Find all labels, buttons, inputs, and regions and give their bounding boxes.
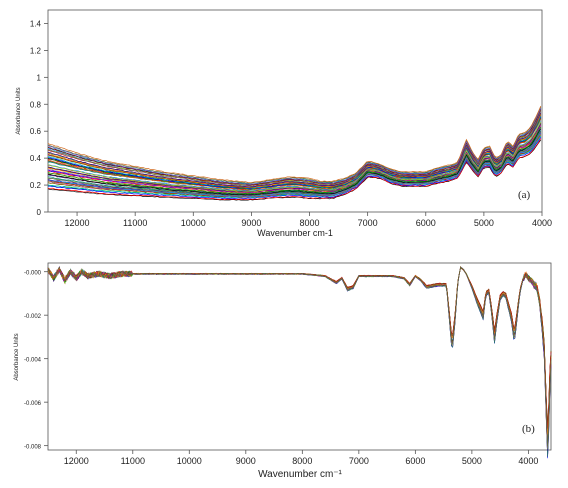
spectrum-line-a-50 (47, 112, 542, 188)
x-axis-label-b: Wavenumber cm⁻¹ (258, 469, 342, 480)
spectrum-line-a-22 (47, 126, 542, 195)
x-tick-label-b-7: 5000 (462, 456, 482, 466)
x-tick-label-a-7: 5000 (474, 218, 494, 228)
panel-label-b: (b) (522, 423, 535, 435)
y-axis-label-a: Absorbance Units (16, 87, 22, 134)
chart-panel-b: 12000 11000 10000 9000 8000 7000 6000 5000 4000 -… (14, 262, 552, 480)
x-tick-label-a-0: 12000 (65, 218, 90, 228)
spectrum-line-a-3 (47, 137, 542, 199)
x-tick-label-b-5: 7000 (349, 456, 369, 466)
x-tick-label-a-8: 4000 (532, 218, 552, 228)
spectrum-line-a-58 (47, 107, 542, 185)
y-tick-label-b-0: -0.000 (24, 271, 42, 277)
x-tick-label-b-3: 9000 (236, 456, 256, 466)
x-tick-label-a-6: 6000 (416, 218, 436, 228)
y-tick-label-b-3: -0.006 (24, 401, 42, 407)
x-tick-label-b-0: 12000 (64, 456, 89, 466)
x-tick-label-a-4: 8000 (300, 218, 320, 228)
spectrum-line-a-57 (47, 106, 542, 184)
spectrum-line-a-33 (47, 121, 542, 192)
y-tick-label-a-1: 0.2 (30, 181, 42, 190)
x-tick-label-b-1: 11000 (121, 456, 145, 466)
x-tick-label-b-4: 8000 (292, 456, 312, 466)
x-tick-label-a-2: 10000 (181, 218, 206, 228)
x-tick-label-a-3: 9000 (241, 218, 261, 228)
y-tick-label-a-6: 1.2 (30, 46, 42, 55)
spectrum-line-b-39 (47, 266, 552, 447)
x-tick-label-a-5: 7000 (358, 218, 378, 228)
spectra-lines-b (47, 265, 552, 459)
spectrum-line-a-30 (47, 123, 542, 193)
x-tick-label-a-1: 11000 (123, 218, 147, 228)
x-tick-label-b-8: 4000 (518, 456, 538, 466)
y-tick-label-a-7: 1.4 (30, 19, 42, 28)
y-tick-label-a-0: 0 (37, 208, 42, 217)
y-tick-label-b-4: -0.008 (24, 445, 42, 451)
spectra-lines-a (47, 105, 542, 201)
y-tick-label-b-1: -0.002 (24, 314, 42, 320)
chart-panel-a: 12000 11000 10000 9000 8000 7000 6000 5000 4000 0… (16, 9, 552, 238)
spectrum-line-a-54 (47, 110, 542, 187)
spectrum-line-a-56 (47, 109, 542, 186)
panel-label-a: (a) (518, 189, 531, 201)
y-tick-label-b-2: -0.004 (24, 358, 42, 364)
spectrum-line-a-59 (47, 105, 542, 184)
plot-frame-a (47, 9, 543, 213)
x-axis-label-a: Wavenumber cm-1 (257, 228, 333, 238)
y-tick-label-a-4: 0.8 (30, 100, 42, 109)
spectrum-line-a-1 (47, 138, 542, 201)
x-tick-label-b-6: 6000 (405, 456, 425, 466)
y-tick-label-a-2: 0.4 (30, 154, 42, 163)
y-tick-label-a-3: 0.6 (30, 127, 42, 136)
x-tick-label-b-2: 10000 (177, 456, 202, 466)
axes-b: 12000 11000 10000 9000 8000 7000 6000 5000 4000 -… (24, 271, 538, 466)
y-axis-label-b: Absorbance Units (14, 333, 20, 380)
spectrum-line-a-12 (47, 132, 542, 198)
spectrum-line-a-20 (47, 128, 542, 196)
axes-a: 12000 11000 10000 9000 8000 7000 6000 5000 4000 0… (30, 19, 552, 228)
y-tick-label-a-5: 1 (37, 73, 42, 82)
plot-frame-b (47, 262, 552, 451)
